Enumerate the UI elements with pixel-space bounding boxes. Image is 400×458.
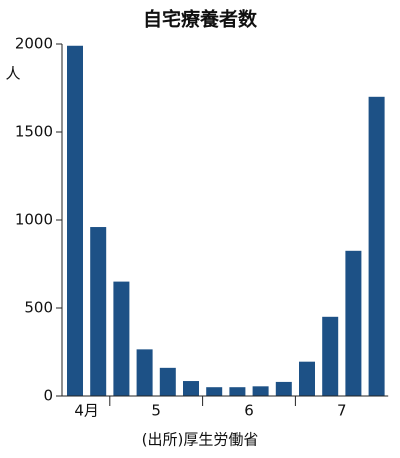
y-tick-label: 2000 — [15, 35, 53, 53]
y-tick-label: 500 — [24, 299, 53, 317]
bar — [136, 349, 153, 396]
y-unit: 人 — [5, 65, 20, 83]
bar — [345, 250, 362, 396]
bar — [113, 281, 130, 396]
y-tick-label: 0 — [43, 387, 53, 405]
x-tick-label: 5 — [151, 402, 161, 420]
y-tick-label: 1500 — [15, 123, 53, 141]
chart-title: 自宅療養者数 — [143, 8, 258, 31]
x-tick-label: 4月 — [74, 402, 99, 420]
x-tick-label: 6 — [244, 402, 254, 420]
bar — [322, 316, 339, 396]
bar — [368, 96, 385, 397]
bar — [183, 381, 199, 396]
y-tick-label: 1000 — [15, 211, 53, 229]
bar — [229, 387, 246, 396]
bar — [90, 227, 107, 396]
x-tick-label: 7 — [337, 402, 347, 420]
bar — [252, 386, 269, 396]
bar — [206, 387, 223, 396]
source: (出所)厚生労働省 — [142, 431, 259, 449]
bar — [159, 367, 176, 396]
bar — [275, 381, 292, 396]
bar — [67, 45, 83, 396]
bar — [299, 361, 315, 396]
